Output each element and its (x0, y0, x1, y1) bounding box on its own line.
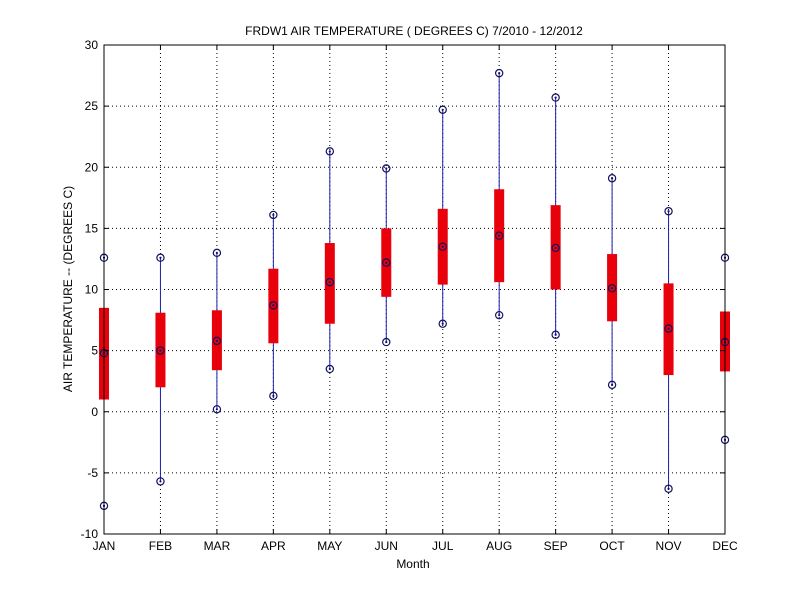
min-marker-dot (215, 408, 219, 411)
max-marker (212, 248, 222, 258)
median-marker-dot (441, 245, 444, 248)
max-marker-dot (667, 210, 670, 213)
x-axis-label: Month (396, 557, 429, 571)
box-apr (268, 210, 279, 401)
min-marker (494, 310, 504, 320)
chart-title: FRDW1 AIR TEMPERATURE ( DEGREES C) 7/201… (245, 24, 583, 38)
y-tick-label: -10 (81, 527, 99, 541)
max-marker-dot (328, 150, 331, 153)
median-marker (607, 284, 617, 293)
x-axis-ticks: JAN FEB MAR APR MAY JUN JUL AUG SEP OCT NOV DEC (93, 45, 738, 553)
max-marker-dot (610, 177, 614, 180)
min-marker-dot (667, 487, 670, 490)
min-marker (269, 391, 278, 401)
x-tick-label: JUN (375, 539, 398, 553)
max-marker (382, 164, 391, 173)
median-marker-dot (610, 287, 614, 290)
box-may (324, 147, 335, 374)
median-marker (212, 336, 222, 346)
max-marker-dot (385, 167, 388, 170)
x-tick-label: OCT (599, 539, 625, 553)
min-marker (325, 364, 335, 374)
y-tick-label: 0 (91, 405, 98, 419)
iqr-box (324, 243, 335, 324)
max-marker-dot (498, 72, 501, 75)
box-sep (550, 93, 561, 339)
median-marker-dot (328, 281, 331, 284)
box-feb (155, 253, 166, 486)
x-tick-label: DEC (712, 539, 738, 553)
min-marker-dot (610, 383, 614, 386)
box-mar (211, 248, 222, 414)
median-marker-dot (667, 327, 670, 330)
min-marker (551, 330, 560, 339)
min-marker (156, 477, 165, 486)
median-marker-dot (215, 339, 219, 342)
max-marker (551, 93, 560, 102)
min-marker (664, 484, 673, 493)
x-tick-label: AUG (486, 539, 512, 553)
max-marker (664, 207, 673, 216)
min-marker (438, 319, 447, 328)
max-marker-dot (272, 213, 275, 217)
median-marker (664, 324, 673, 333)
min-marker (382, 337, 391, 347)
median-marker (494, 231, 504, 240)
x-tick-label: SEP (544, 539, 568, 553)
y-tick-label: 30 (85, 38, 99, 52)
max-marker (325, 147, 335, 156)
max-marker-dot (159, 256, 162, 259)
x-tick-label: JUL (432, 539, 454, 553)
median-marker (382, 258, 391, 267)
box-oct (607, 174, 618, 390)
box-jul (437, 105, 448, 328)
median-marker (325, 277, 335, 287)
max-marker (156, 253, 165, 262)
max-marker (607, 174, 617, 183)
x-tick-label: NOV (656, 539, 682, 553)
median-marker-dot (272, 304, 275, 307)
median-marker-dot (554, 246, 557, 250)
median-marker (438, 242, 447, 251)
box-nov (663, 207, 674, 493)
min-marker-dot (272, 394, 275, 397)
y-tick-label: 25 (85, 99, 99, 113)
max-marker (494, 68, 504, 78)
max-marker-dot (441, 108, 444, 111)
max-marker (269, 210, 278, 220)
y-tick-label: -5 (87, 466, 98, 480)
max-marker (438, 105, 447, 114)
min-marker-dot (159, 480, 162, 483)
x-tick-label: MAY (317, 539, 342, 553)
max-marker-dot (554, 96, 557, 99)
min-marker-dot (441, 322, 444, 325)
median-marker (156, 346, 165, 355)
y-tick-label: 5 (91, 344, 98, 358)
max-marker-dot (215, 251, 219, 254)
box-jun (381, 164, 392, 347)
median-marker-dot (498, 234, 501, 237)
x-tick-label: JAN (93, 539, 116, 553)
median-marker-dot (159, 349, 162, 352)
min-marker (607, 380, 617, 390)
y-axis-label: AIR TEMPERATURE -- (DEGREES C) (61, 186, 75, 392)
min-marker-dot (328, 367, 331, 371)
x-tick-label: MAR (204, 539, 231, 553)
y-axis-ticks: -10 -5 0 5 10 15 20 25 30 (81, 38, 725, 541)
y-tick-label: 20 (85, 160, 99, 174)
y-tick-label: 10 (85, 283, 99, 297)
min-marker-dot (498, 314, 501, 317)
x-tick-label: APR (261, 539, 286, 553)
y-tick-label: 15 (85, 221, 99, 235)
median-marker (551, 243, 560, 253)
median-marker (269, 301, 278, 310)
min-marker (212, 405, 222, 414)
box-aug (494, 68, 505, 320)
min-marker-dot (554, 333, 557, 336)
min-marker-dot (385, 340, 388, 344)
median-marker-dot (385, 261, 388, 264)
x-tick-label: FEB (149, 539, 172, 553)
